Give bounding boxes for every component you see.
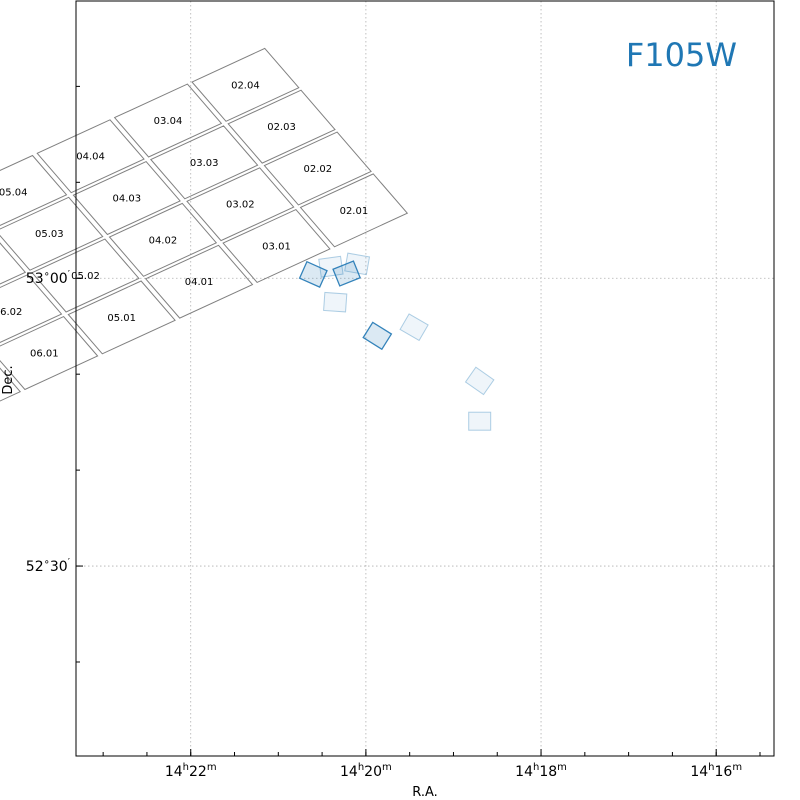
pointing-footprint: [399, 313, 429, 342]
pointing-footprint: [298, 260, 328, 288]
tile-outline: [0, 154, 68, 226]
tile-label: 04.04: [76, 152, 105, 163]
tile-label: 04.02: [149, 235, 178, 246]
tile-outline: [186, 167, 295, 242]
pointing-footprint: [464, 366, 495, 396]
tile-outline: [263, 131, 372, 206]
tile-outline: [36, 119, 145, 194]
tile-label: 06.02: [0, 307, 22, 318]
tile-label: 03.03: [190, 158, 219, 169]
pointing-footprint: [362, 321, 393, 351]
tile-outline: [72, 160, 181, 236]
x-tick-label: 14h20m: [340, 762, 392, 780]
x-tick-label: 14h18m: [515, 762, 567, 780]
tile-label: 03.01: [262, 242, 291, 253]
pointings-layer: [298, 252, 495, 431]
tile-outline: [113, 83, 223, 158]
tile-label: 03.04: [154, 116, 183, 127]
tile-label: 02.04: [231, 80, 260, 91]
grid-layer: [76, 1, 774, 756]
tile-outline: [144, 244, 254, 319]
y-tick-label: 52∘30′: [26, 557, 71, 575]
x-tick-label: 14h16m: [690, 762, 742, 780]
tile-outline: [0, 196, 104, 271]
tile-outline: [0, 315, 99, 391]
tile-outline: [108, 202, 218, 277]
tile-outline: [149, 125, 259, 200]
tile-label: 05.03: [35, 229, 64, 240]
filter-label: F105W: [626, 36, 737, 74]
tile-label: 05.02: [71, 271, 100, 282]
tile-outline: [0, 367, 22, 402]
tile-outline: [31, 238, 140, 313]
tile-outline: [0, 274, 63, 344]
y-axis-label: Dec.: [1, 365, 16, 394]
plot-frame: [75, 0, 775, 757]
tile-label: 03.02: [226, 200, 255, 211]
tile-label: 02.01: [340, 206, 369, 217]
tile-label: 05.04: [0, 187, 28, 198]
pointing-footprint: [468, 411, 492, 431]
tile-label: 04.03: [112, 194, 141, 205]
tile-outline: [67, 280, 176, 355]
x-axis-label: R.A.: [412, 785, 438, 800]
ticks-layer: 14h22m 14h20m 14h18m 14h16m 53∘00′ 52∘30′: [26, 85, 761, 780]
tile-outline: [227, 89, 336, 164]
tiles-layer: 02.01 02.02 02.03 02.04 03.01 03.02 03.03 03.04…: [0, 47, 409, 402]
tile-label: 05.01: [107, 313, 136, 324]
pointing-footprint: [344, 252, 371, 276]
tile-outline: [299, 173, 409, 248]
tile-label: 02.03: [267, 122, 296, 133]
y-tick-label: 53∘00′: [26, 269, 71, 287]
pointing-footprint: [332, 260, 362, 287]
pointing-footprint: [318, 255, 344, 278]
tile-outline: [222, 208, 331, 284]
tile-outline: [191, 47, 300, 122]
tile-outline: [0, 242, 27, 285]
tile-label: 02.02: [303, 164, 332, 175]
pointing-footprint: [323, 291, 348, 313]
x-tick-label: 14h22m: [165, 762, 217, 780]
tile-label: 06.01: [30, 349, 59, 360]
tile-label: 04.01: [185, 277, 214, 288]
